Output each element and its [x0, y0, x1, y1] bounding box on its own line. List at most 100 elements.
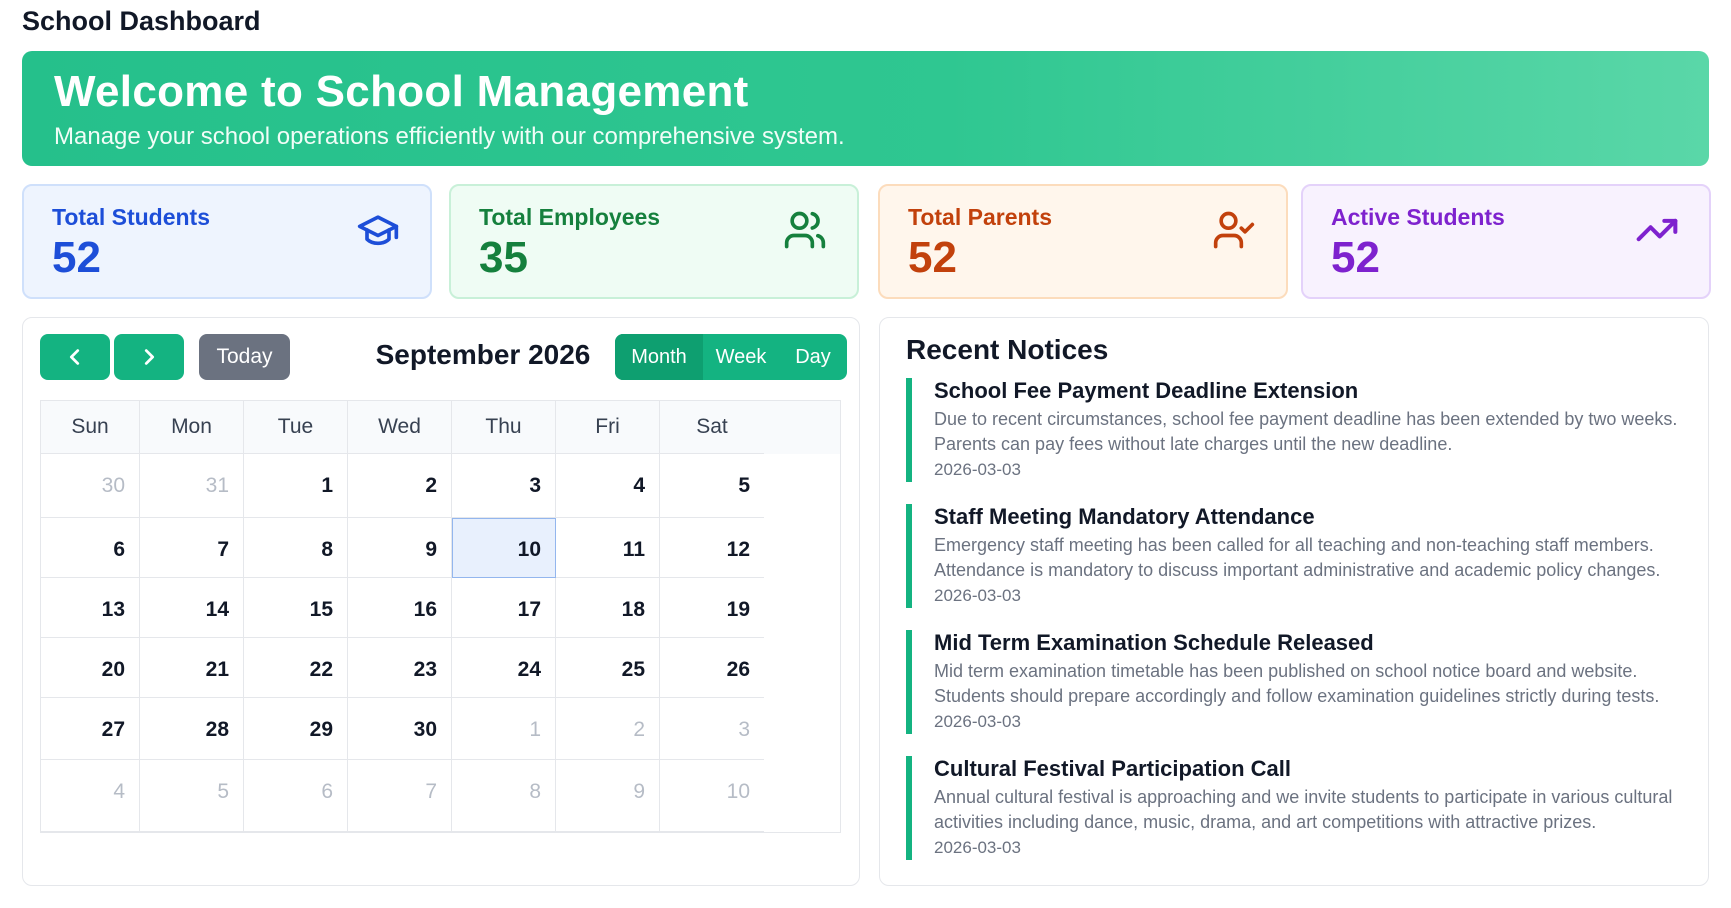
calendar-day-cell[interactable]: 20 [41, 638, 140, 698]
calendar-day-cell[interactable]: 19 [660, 578, 764, 638]
calendar-day-cell[interactable]: 22 [244, 638, 348, 698]
calendar-day-cell[interactable]: 14 [140, 578, 244, 638]
calendar-day-cell[interactable]: 3 [452, 454, 556, 518]
notice-title: School Fee Payment Deadline Extension [934, 378, 1359, 403]
calendar-day-cell[interactable]: 5 [660, 454, 764, 518]
calendar-day-cell[interactable]: 29 [244, 698, 348, 760]
calendar-day-cell[interactable]: 8 [452, 760, 556, 832]
notice-date: 2026-03-03 [934, 838, 1021, 857]
view-week-button[interactable]: Week [715, 345, 767, 368]
weekday-header: Sat [660, 401, 764, 454]
calendar-day-cell[interactable]: 24 [452, 638, 556, 698]
notice-item[interactable]: Cultural Festival Participation Call Ann… [906, 756, 1682, 860]
calendar-day-cell[interactable]: 28 [140, 698, 244, 760]
next-month-button[interactable] [114, 334, 184, 380]
day-number: 30 [101, 474, 125, 497]
view-toggle-group: Month Week Day [615, 334, 847, 380]
notice-body: Due to recent circumstances, school fee … [934, 409, 1678, 454]
calendar-day-cell[interactable]: 21 [140, 638, 244, 698]
day-number: 4 [633, 474, 645, 497]
calendar-day-cell[interactable]: 7 [348, 760, 452, 832]
page-title: School Dashboard [22, 6, 261, 36]
day-number: 29 [309, 718, 333, 741]
notice-body: Annual cultural festival is approaching … [934, 787, 1673, 832]
notices-heading: Recent Notices [906, 334, 1109, 365]
calendar-week-row: 6 7 8 9 10 11 12 [41, 518, 840, 578]
stat-card-total-students[interactable]: Total Students 52 [22, 184, 432, 299]
stat-label: Total Parents [908, 204, 1052, 230]
calendar-day-cell[interactable]: 10 [452, 518, 556, 578]
calendar-day-cell[interactable]: 6 [41, 518, 140, 578]
day-number: 22 [309, 658, 333, 681]
calendar-day-cell[interactable]: 12 [660, 518, 764, 578]
day-number: 1 [529, 718, 541, 741]
view-month-button[interactable]: Month [615, 334, 703, 380]
notice-date: 2026-03-03 [934, 712, 1021, 731]
weekday-header: Sun [41, 401, 140, 454]
stat-card-total-employees[interactable]: Total Employees 35 [449, 184, 859, 299]
calendar-day-cell[interactable]: 17 [452, 578, 556, 638]
notice-body: Emergency staff meeting has been called … [934, 535, 1661, 580]
calendar-day-cell[interactable]: 4 [41, 760, 140, 832]
today-button[interactable]: Today [199, 334, 290, 380]
day-number: 3 [738, 718, 750, 741]
calendar-day-cell[interactable]: 7 [140, 518, 244, 578]
calendar-day-cell[interactable]: 30 [41, 454, 140, 518]
day-number: 26 [726, 658, 750, 681]
day-number: 3 [529, 474, 541, 497]
calendar-week-row: 13 14 15 16 17 18 19 [41, 578, 840, 638]
calendar-day-cell[interactable]: 3 [660, 698, 764, 760]
chevron-right-icon [144, 349, 155, 365]
weekday-header: Wed [348, 401, 452, 454]
notice-item[interactable]: School Fee Payment Deadline Extension Du… [906, 378, 1682, 482]
weekday-header: Mon [140, 401, 244, 454]
users-icon [784, 211, 826, 249]
banner-title: Welcome to School Management [54, 67, 749, 116]
day-number: 19 [726, 598, 750, 621]
day-number: 28 [205, 718, 229, 741]
welcome-banner: Welcome to School Management Manage your… [22, 51, 1709, 166]
calendar-week-row: 20 21 22 23 24 25 26 [41, 638, 840, 698]
calendar-day-cell[interactable]: 6 [244, 760, 348, 832]
calendar-day-cell[interactable]: 30 [348, 698, 452, 760]
day-number: 13 [101, 598, 125, 621]
stat-label: Total Students [52, 204, 211, 230]
calendar-day-cell[interactable]: 13 [41, 578, 140, 638]
calendar-day-cell[interactable]: 18 [556, 578, 660, 638]
graduation-cap-icon [357, 215, 399, 246]
calendar-day-cell[interactable]: 26 [660, 638, 764, 698]
calendar-day-cell[interactable]: 16 [348, 578, 452, 638]
calendar-day-cell[interactable]: 1 [244, 454, 348, 518]
calendar-day-cell[interactable]: 25 [556, 638, 660, 698]
notice-item[interactable]: Mid Term Examination Schedule Released M… [906, 630, 1682, 734]
day-number: 10 [726, 780, 750, 803]
stat-card-active-students[interactable]: Active Students 52 [1301, 184, 1711, 299]
weekday-header: Tue [244, 401, 348, 454]
calendar-day-cell[interactable]: 23 [348, 638, 452, 698]
calendar-day-cell[interactable]: 15 [244, 578, 348, 638]
calendar-day-cell[interactable]: 5 [140, 760, 244, 832]
calendar-day-cell[interactable]: 8 [244, 518, 348, 578]
view-day-button[interactable]: Day [795, 345, 831, 368]
day-number: 31 [205, 474, 229, 497]
weekday-header-row: Sun Mon Tue Wed Thu Fri Sat [41, 401, 840, 454]
calendar-day-cell[interactable]: 4 [556, 454, 660, 518]
calendar-day-cell[interactable]: 11 [556, 518, 660, 578]
calendar-day-cell[interactable]: 31 [140, 454, 244, 518]
notice-item[interactable]: Staff Meeting Mandatory Attendance Emerg… [906, 504, 1682, 608]
day-number: 9 [633, 780, 645, 803]
calendar-day-cell[interactable]: 27 [41, 698, 140, 760]
banner-subtitle: Manage your school operations efficientl… [54, 123, 845, 150]
stat-card-total-parents[interactable]: Total Parents 52 [878, 184, 1288, 299]
calendar-day-cell[interactable]: 9 [556, 760, 660, 832]
weekday-header: Fri [556, 401, 660, 454]
calendar-day-cell[interactable]: 9 [348, 518, 452, 578]
calendar-day-cell[interactable]: 2 [556, 698, 660, 760]
day-number: 6 [321, 780, 333, 803]
calendar-day-cell[interactable]: 2 [348, 454, 452, 518]
calendar-day-cell[interactable]: 10 [660, 760, 764, 832]
calendar-day-cell[interactable]: 1 [452, 698, 556, 760]
prev-month-button[interactable] [40, 334, 110, 380]
day-number: 25 [621, 658, 645, 681]
stat-value: 52 [908, 233, 957, 282]
